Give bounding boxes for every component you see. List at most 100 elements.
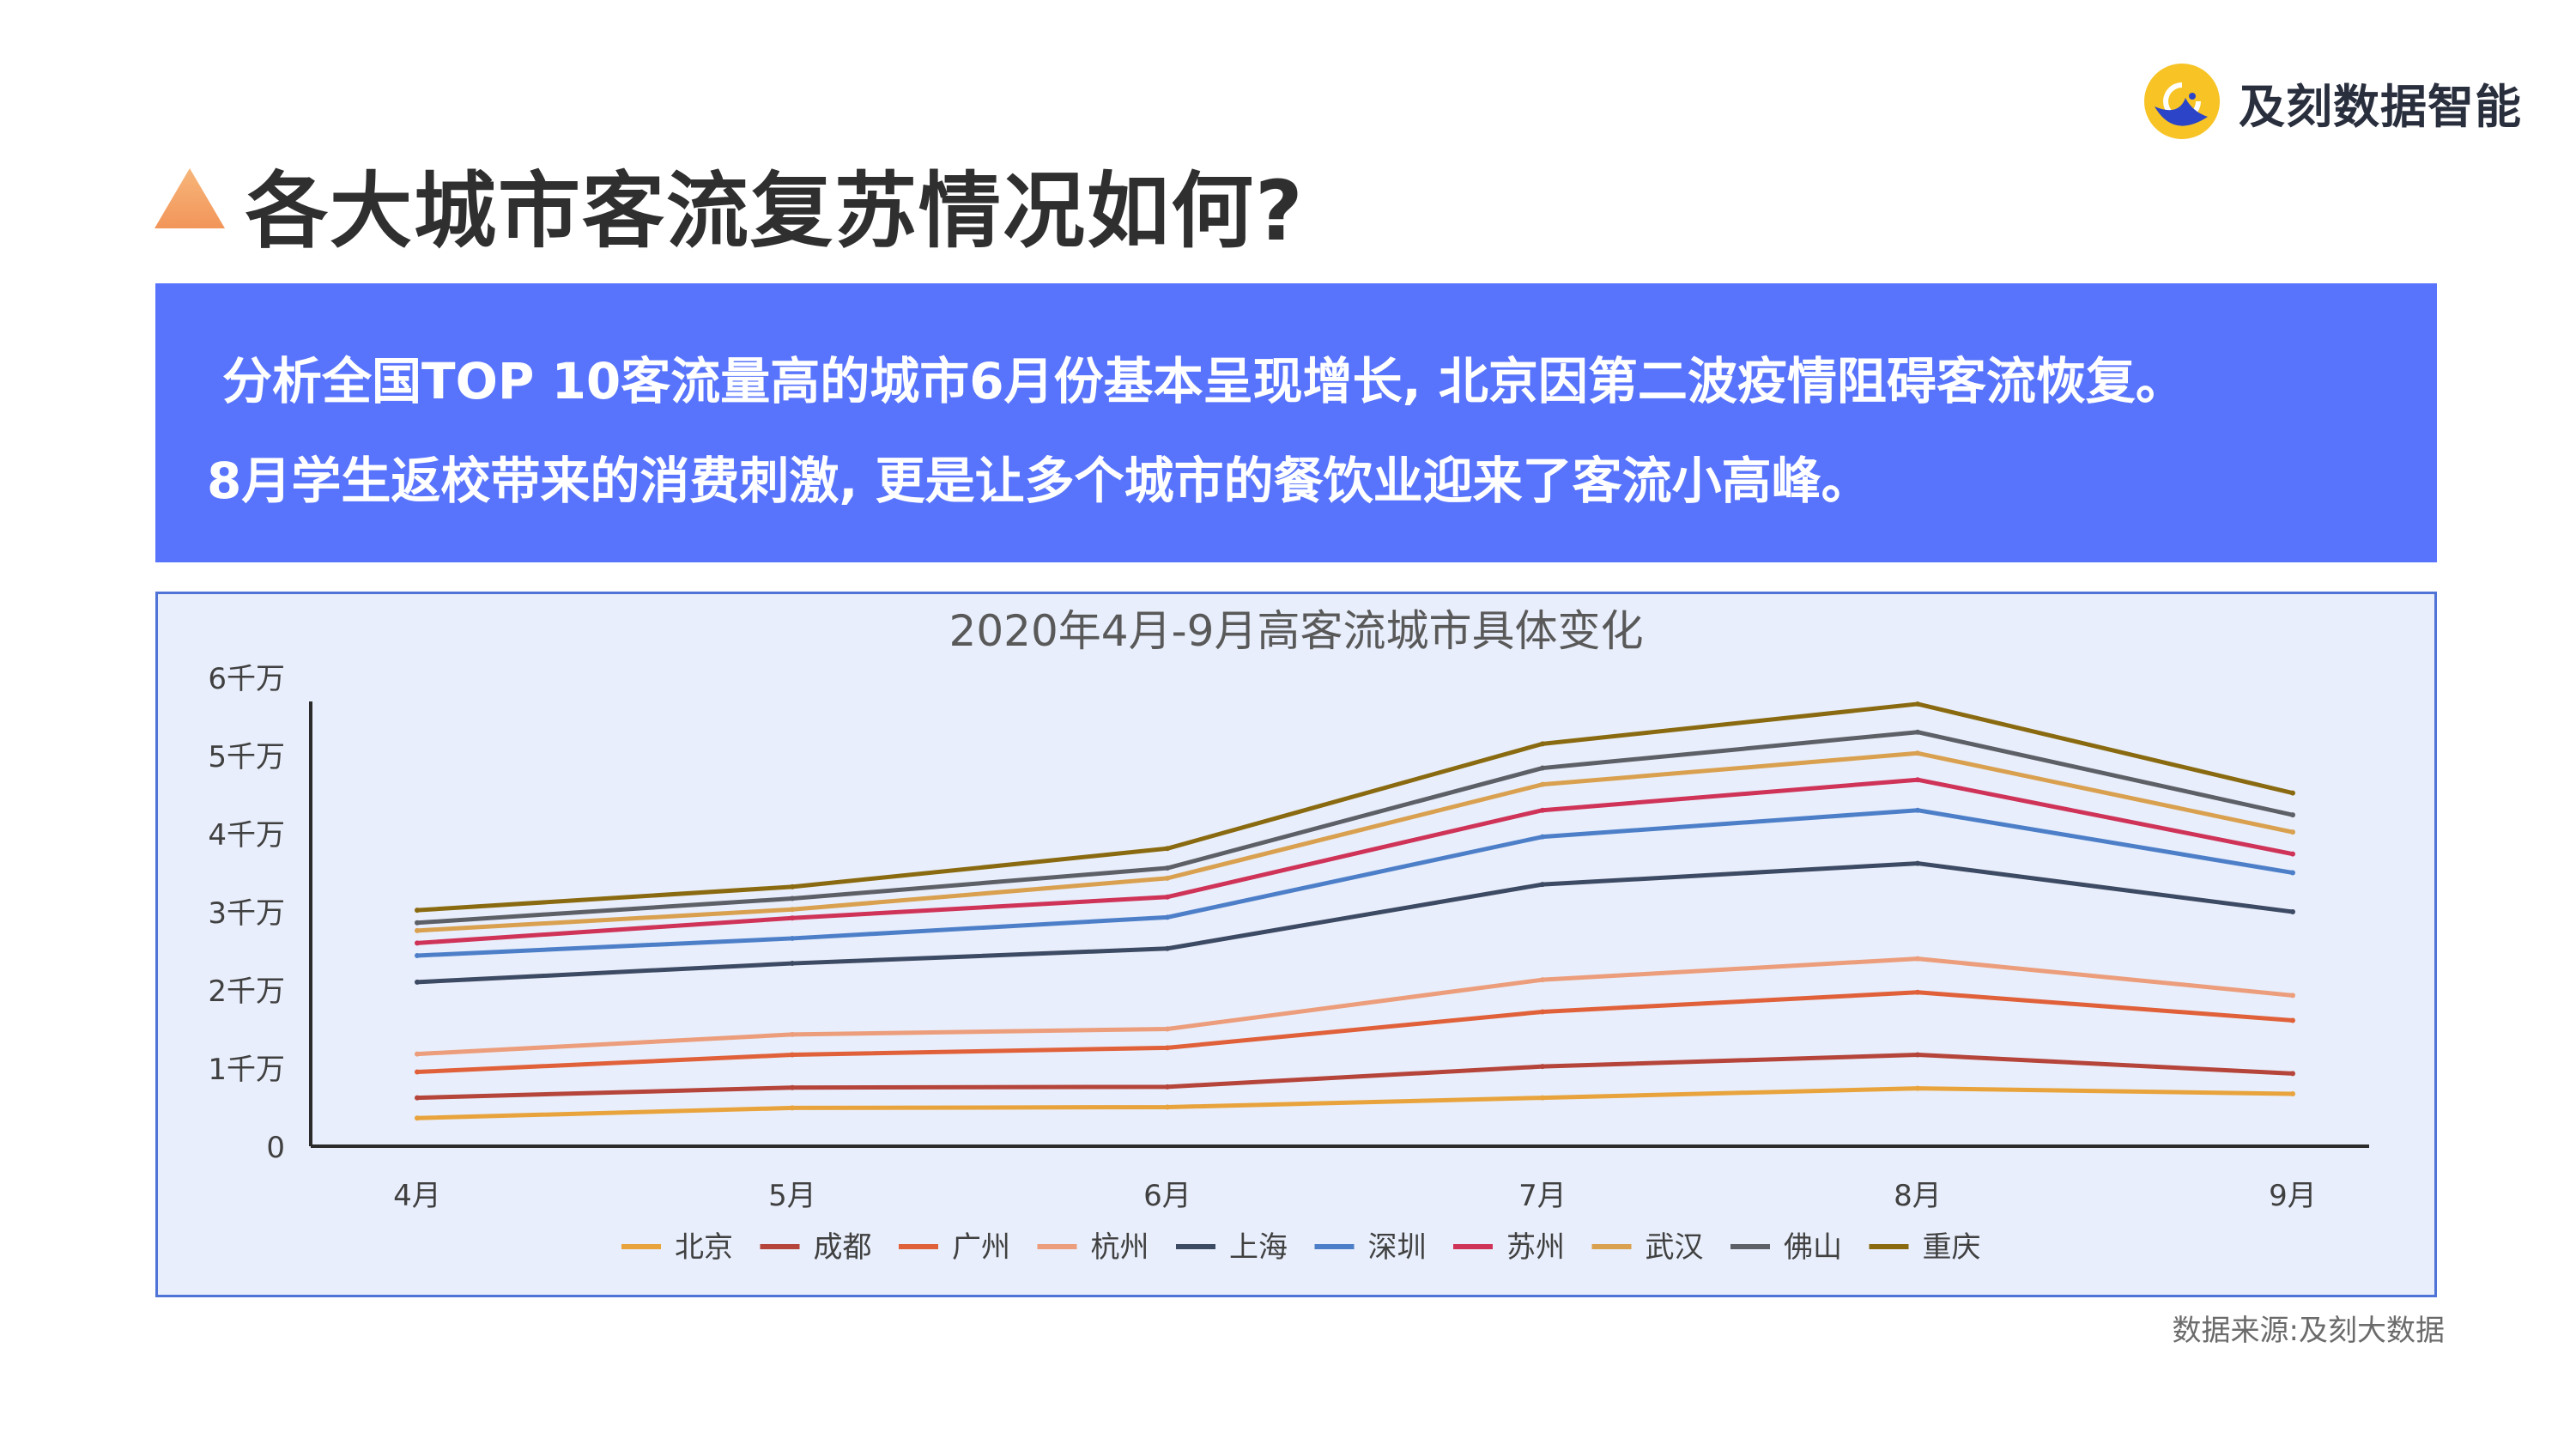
data-point xyxy=(415,908,420,914)
data-point xyxy=(1165,865,1170,871)
legend-label: 佛山 xyxy=(1784,1230,1842,1265)
data-point xyxy=(1165,1045,1170,1051)
x-tick-label: 8月 xyxy=(1894,1179,1942,1213)
y-tick-label: 5千万 xyxy=(208,740,285,774)
series-line-8 xyxy=(416,730,2294,926)
data-point xyxy=(1915,989,1920,995)
data-point xyxy=(415,952,420,958)
x-tick-label: 4月 xyxy=(393,1179,441,1213)
data-point xyxy=(2290,812,2295,818)
series-line-2 xyxy=(416,990,2294,1075)
data-point xyxy=(1915,860,1920,866)
legend-label: 武汉 xyxy=(1646,1230,1704,1265)
data-point xyxy=(415,940,420,946)
data-point xyxy=(415,927,420,933)
data-point xyxy=(1540,882,1545,888)
chart-panel: 2020年4月-9月高客流城市具体变化 0 1千万 2千万 3千万 4千万 5千万 6千万 4月… xyxy=(155,592,2437,1297)
summary-line-2: 8月学生返校带来的消费刺激, 更是让多个城市的餐饮业迎来了客流小高峰。 xyxy=(207,452,1871,510)
y-tick-label: 4千万 xyxy=(208,818,285,853)
data-point xyxy=(1540,977,1545,983)
legend-label: 上海 xyxy=(1229,1230,1288,1265)
data-point xyxy=(1165,1104,1170,1110)
data-point xyxy=(1540,1064,1545,1070)
chart-title: 2020年4月-9月高客流城市具体变化 xyxy=(949,606,1644,656)
page-title: 各大城市客流复苏情况如何? xyxy=(245,163,1305,259)
data-point xyxy=(790,915,795,921)
series-line-1 xyxy=(416,1053,2294,1101)
x-tick-label: 5月 xyxy=(768,1179,816,1213)
data-point xyxy=(415,920,420,926)
data-point xyxy=(1915,956,1920,962)
summary-banner: 分析全国TOP 10客流量高的城市6月份基本呈现增长, 北京因第二波疫情阻碍客流… xyxy=(155,283,2437,562)
data-point xyxy=(790,895,795,902)
data-point xyxy=(790,1084,795,1090)
data-point xyxy=(2290,993,2295,999)
data-point xyxy=(1915,750,1920,756)
data-point xyxy=(1915,1085,1920,1091)
x-tick-label: 7月 xyxy=(1518,1179,1567,1213)
legend-label: 苏州 xyxy=(1506,1230,1565,1265)
data-point xyxy=(1540,1095,1545,1101)
y-tick-label: 3千万 xyxy=(208,896,285,931)
data-point xyxy=(1165,945,1170,951)
line-chart: 2020年4月-9月高客流城市具体变化 0 1千万 2千万 3千万 4千万 5千万 6千万 4月… xyxy=(208,606,2369,1265)
series-line-5 xyxy=(416,808,2294,958)
data-point xyxy=(1165,914,1170,920)
legend-label: 成都 xyxy=(814,1230,872,1265)
data-point xyxy=(1540,781,1545,787)
data-point xyxy=(2290,1071,2295,1077)
data-point xyxy=(2290,870,2295,876)
data-point xyxy=(1915,807,1920,813)
title-triangle-icon xyxy=(155,168,225,228)
data-point xyxy=(790,1105,795,1111)
data-point xyxy=(1915,729,1920,735)
data-point xyxy=(1915,777,1920,783)
series-line-7 xyxy=(416,750,2294,933)
data-point xyxy=(1165,894,1170,900)
legend-label: 广州 xyxy=(952,1230,1010,1265)
data-point xyxy=(1165,875,1170,881)
series-line-9 xyxy=(416,701,2294,913)
x-tick-label: 6月 xyxy=(1143,1179,1191,1213)
series-line-6 xyxy=(416,777,2294,945)
data-point xyxy=(1540,807,1545,813)
data-point xyxy=(790,961,795,967)
data-point xyxy=(1915,1052,1920,1058)
data-point xyxy=(415,1069,420,1075)
data-point xyxy=(1540,741,1545,747)
summary-line-1: 分析全国TOP 10客流量高的城市6月份基本呈现增长, 北京因第二波疫情阻碍客流… xyxy=(222,352,2185,410)
brand-logo: 及刻数据智能 xyxy=(2139,57,2576,143)
legend-label: 重庆 xyxy=(1923,1230,1981,1265)
data-point xyxy=(415,1051,420,1057)
data-point xyxy=(2290,790,2295,796)
data-point xyxy=(1540,1009,1545,1015)
source-note: 数据来源:及刻大数据 xyxy=(2172,1314,2445,1348)
y-tick-label: 1千万 xyxy=(208,1053,285,1087)
data-point xyxy=(2290,1017,2295,1023)
series-line-0 xyxy=(416,1086,2294,1120)
legend-label: 北京 xyxy=(675,1230,733,1265)
bird-logo-icon xyxy=(2144,64,2220,139)
data-point xyxy=(1915,701,1920,707)
data-point xyxy=(1540,834,1545,840)
data-point xyxy=(1165,1084,1170,1090)
x-tick-label: 9月 xyxy=(2269,1179,2317,1213)
y-tick-label: 0 xyxy=(266,1131,285,1165)
data-point xyxy=(2290,829,2295,835)
data-point xyxy=(790,1052,795,1058)
data-point xyxy=(415,979,420,985)
data-point xyxy=(1165,1026,1170,1032)
data-point xyxy=(415,1095,420,1101)
data-point xyxy=(2290,851,2295,857)
data-point xyxy=(1165,846,1170,852)
series-line-4 xyxy=(416,861,2294,985)
legend-label: 杭州 xyxy=(1091,1230,1149,1265)
brand-name: 及刻数据智能 xyxy=(2239,80,2522,134)
data-point xyxy=(2290,909,2295,914)
series-line-3 xyxy=(416,956,2294,1057)
data-point xyxy=(415,1115,420,1121)
data-point xyxy=(1540,765,1545,771)
data-point xyxy=(2290,1091,2295,1097)
data-point xyxy=(790,1031,795,1037)
y-tick-label: 2千万 xyxy=(208,974,285,1009)
